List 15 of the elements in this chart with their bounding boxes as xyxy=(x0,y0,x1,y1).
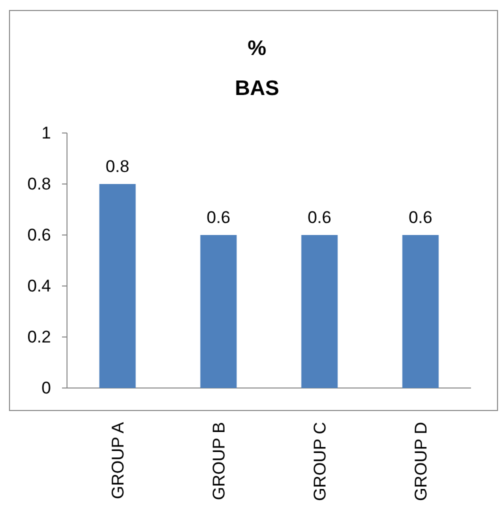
x-tick-label: GROUP C xyxy=(310,422,330,502)
x-tick-label: GROUP A xyxy=(108,421,128,500)
y-tick-label: 0.2 xyxy=(27,327,51,346)
x-tick-label: GROUP D xyxy=(411,422,430,502)
y-tick-label: 0.8 xyxy=(27,174,51,194)
y-tick-label: 0 xyxy=(42,378,51,398)
data-label: 0.6 xyxy=(308,208,332,227)
x-tick-label: GROUP B xyxy=(209,422,228,500)
data-label: 0.6 xyxy=(408,208,432,227)
data-label: 0.6 xyxy=(206,208,230,227)
y-tick-label: 0.4 xyxy=(27,276,51,296)
y-tick-label: 0.6 xyxy=(27,225,51,244)
chart-title: % BAS xyxy=(234,37,280,100)
data-label: 0.8 xyxy=(106,157,130,176)
y-tick-label: 1 xyxy=(42,123,51,142)
